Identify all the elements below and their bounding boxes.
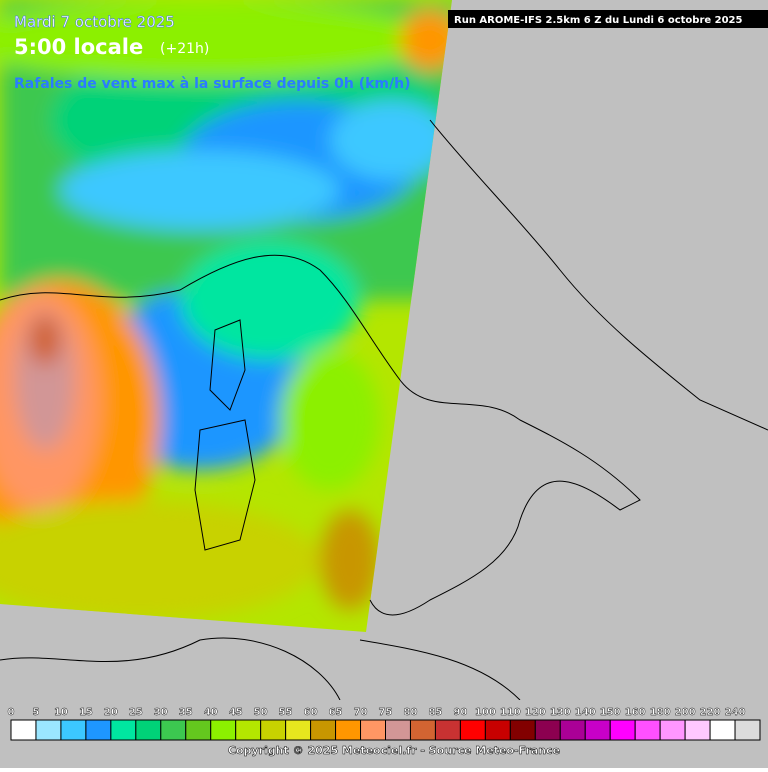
time: 5:00 locale bbox=[14, 35, 143, 59]
legend-swatch bbox=[310, 719, 337, 741]
legend-label: 65 bbox=[329, 707, 343, 718]
legend-swatch bbox=[684, 719, 711, 741]
legend-swatch bbox=[110, 719, 137, 741]
legend-swatch bbox=[509, 719, 536, 741]
legend-swatch bbox=[584, 719, 611, 741]
legend-label: 90 bbox=[453, 707, 467, 718]
legend-swatch bbox=[534, 719, 561, 741]
legend-swatch bbox=[235, 719, 262, 741]
parameter: Rafales de vent max à la surface depuis … bbox=[14, 76, 410, 92]
legend-swatch bbox=[609, 719, 636, 741]
legend-label: 100 bbox=[475, 707, 496, 718]
run-banner bbox=[448, 10, 768, 28]
lead-time: (+21h) bbox=[160, 41, 209, 57]
legend-label: 50 bbox=[254, 707, 268, 718]
legend-swatch bbox=[35, 719, 62, 741]
legend-label: 45 bbox=[229, 707, 243, 718]
coastlines bbox=[0, 119, 768, 701]
legend-label: 60 bbox=[304, 707, 318, 718]
legend-swatch bbox=[409, 719, 436, 741]
legend-swatch bbox=[559, 719, 586, 741]
legend-label: 70 bbox=[354, 707, 368, 718]
legend-swatch bbox=[10, 719, 37, 741]
run-info: Run AROME-IFS 2.5km 6 Z du Lundi 6 octob… bbox=[454, 15, 743, 26]
legend-swatch bbox=[60, 719, 87, 741]
legend-label: 10 bbox=[54, 707, 68, 718]
legend-swatch bbox=[459, 719, 486, 741]
legend-label: 120 bbox=[525, 707, 546, 718]
legend-label: 240 bbox=[725, 707, 746, 718]
legend-label: 80 bbox=[404, 707, 418, 718]
legend: 0 5 10 15 20 25 30 35 40 45 50 55 60 65 70 75 80 85 90 100 1… bbox=[7, 707, 761, 741]
legend-label: 75 bbox=[379, 707, 393, 718]
legend-swatch bbox=[135, 719, 162, 741]
legend-label: 20 bbox=[104, 707, 118, 718]
legend-swatch bbox=[659, 719, 686, 741]
legend-label: 15 bbox=[79, 707, 93, 718]
legend-label: 25 bbox=[129, 707, 143, 718]
legend-swatch bbox=[185, 719, 212, 741]
legend-swatch bbox=[734, 719, 761, 741]
legend-label: 160 bbox=[625, 707, 646, 718]
legend-swatch bbox=[85, 719, 112, 741]
legend-label: 40 bbox=[204, 707, 218, 718]
legend-label: 0 bbox=[8, 707, 15, 718]
legend-swatch bbox=[434, 719, 461, 741]
legend-swatch bbox=[484, 719, 511, 741]
legend-label: 180 bbox=[650, 707, 671, 718]
legend-label: 150 bbox=[600, 707, 621, 718]
copyright: Copyright © 2025 Meteociel.fr - Source M… bbox=[228, 744, 560, 757]
legend-label: 130 bbox=[550, 707, 571, 718]
legend-swatch bbox=[160, 719, 187, 741]
legend-label: 140 bbox=[575, 707, 596, 718]
legend-label: 110 bbox=[500, 707, 521, 718]
legend-swatch bbox=[634, 719, 661, 741]
legend-label: 220 bbox=[700, 707, 721, 718]
legend-swatch bbox=[260, 719, 287, 741]
legend-swatch bbox=[385, 719, 411, 741]
date: Mardi 7 octobre 2025 bbox=[14, 13, 175, 31]
legend-swatch bbox=[709, 719, 736, 741]
legend-swatch bbox=[210, 719, 237, 741]
legend-label: 85 bbox=[428, 707, 442, 718]
legend-label: 200 bbox=[675, 707, 696, 718]
legend-label: 55 bbox=[279, 707, 293, 718]
legend-label: 5 bbox=[32, 707, 39, 718]
legend-label: 30 bbox=[154, 707, 168, 718]
legend-swatch bbox=[360, 719, 386, 741]
legend-swatch bbox=[285, 719, 312, 741]
legend-swatch bbox=[335, 719, 362, 741]
model-field bbox=[0, 0, 452, 632]
legend-label: 35 bbox=[179, 707, 193, 718]
